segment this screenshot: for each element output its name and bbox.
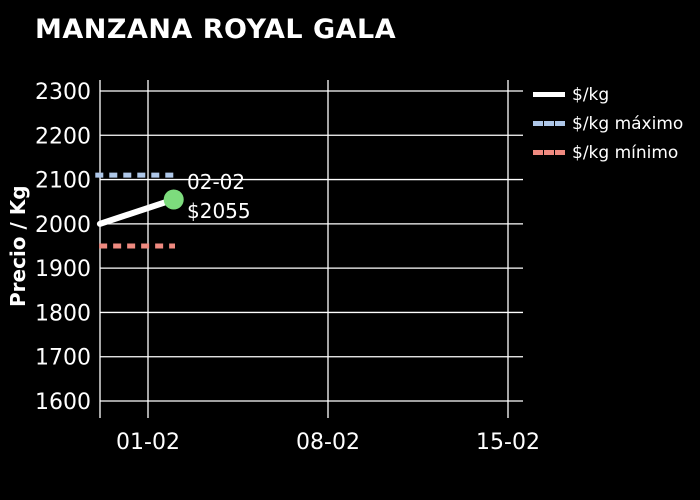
data-point-marker [163, 189, 184, 210]
y-tick-label: 1800 [35, 301, 91, 326]
annotation-price: $2055 [187, 199, 251, 223]
y-tick-label: 2300 [35, 80, 91, 105]
y-tick-label: 1900 [35, 257, 91, 282]
legend-item-kg: $/kg [533, 84, 683, 105]
solid-line-swatch [533, 92, 565, 97]
x-tick-label: 15-02 [476, 430, 540, 455]
legend-label-maximo: $/kg máximo [572, 113, 684, 134]
legend: $/kg $/kg máximo $/kg mínimo [533, 84, 683, 163]
x-tick-label: 01-02 [116, 430, 180, 455]
chart-title: MANZANA ROYAL GALA [35, 14, 397, 45]
y-tick-label: 1700 [35, 346, 91, 371]
y-tick-label: 2000 [35, 213, 91, 238]
x-tick-label: 08-02 [296, 430, 360, 455]
y-tick-label: 2200 [35, 124, 91, 149]
annotation-date: 02-02 [187, 170, 246, 194]
series-line-0 [96, 196, 177, 227]
legend-label-minimo: $/kg mínimo [572, 142, 679, 163]
dashed-line-swatch-minimo [533, 150, 565, 155]
y-tick-label: 1600 [35, 390, 91, 415]
legend-item-maximo: $/kg máximo [533, 113, 683, 134]
legend-label-kg: $/kg [572, 84, 610, 105]
legend-item-minimo: $/kg mínimo [533, 142, 683, 163]
y-tick-label: 2100 [35, 169, 91, 194]
dashed-line-swatch-maximo [533, 121, 565, 126]
